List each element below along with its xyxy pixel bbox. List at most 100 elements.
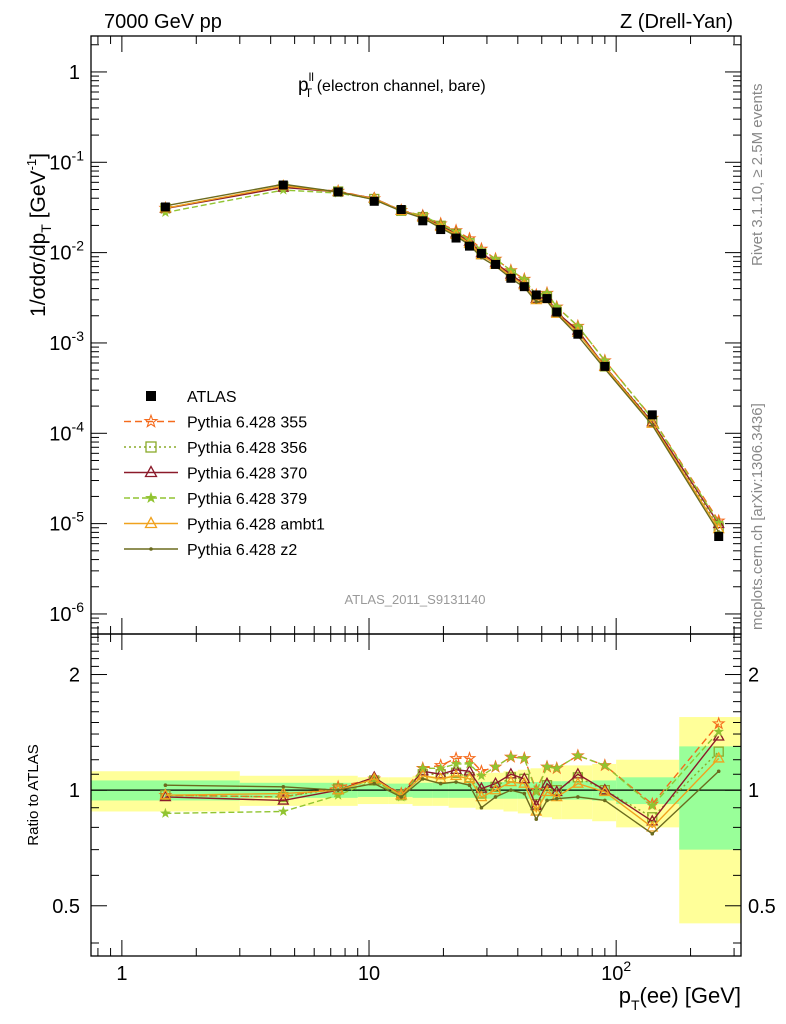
atlas-data-point (491, 259, 501, 269)
y-tick-labels: 10-6 10-5 10-4 10-3 10-2 10-1 1 0.5 0.5 1 1 2 2 (49, 62, 776, 918)
x-tick-label: 1 (116, 963, 127, 985)
ratio-series-marker (489, 776, 502, 788)
main-plot-title: pll T (electron channel, bare) (298, 70, 486, 100)
atlas-data-point (160, 202, 170, 212)
ratio-series-marker (505, 751, 517, 762)
header-process-label: Z (Drell-Yan) (620, 11, 733, 33)
ratio-series-marker (368, 774, 380, 785)
ratio-series-marker (534, 817, 539, 822)
legend: ATLAS Pythia 6.428 355 Pythia 6.428 356 Pyt… (124, 389, 325, 559)
main-y-tick-label: 10-4 (49, 418, 84, 445)
ratio-series-marker (475, 790, 488, 802)
inner-band-bin (679, 746, 741, 850)
ratio-series-marker (540, 785, 554, 797)
ratio-series-marker (159, 788, 172, 800)
ratio-series-marker (476, 770, 487, 781)
main-y-tick-label: 10-2 (49, 238, 84, 265)
ratio-y-tick-label: 2 (69, 665, 80, 687)
ratio-series-marker (434, 767, 447, 779)
ratio-series-marker (420, 777, 425, 781)
ratio-series-marker (518, 776, 531, 788)
ratio-y-tick-label: 0.5 (52, 896, 80, 918)
ratio-series-marker (450, 763, 463, 775)
ratio-series-marker (550, 785, 563, 797)
main-series-marker (435, 218, 447, 229)
x-tick-label: 102 (601, 958, 631, 985)
ratio-series-marker (277, 805, 289, 817)
atlas-data-point (714, 532, 724, 542)
legend-marker (149, 547, 153, 551)
ratio-series-marker (550, 790, 563, 802)
atlas-data-point (396, 205, 406, 215)
legend-marker (146, 391, 156, 401)
atlas-data-point (464, 241, 474, 251)
ratio-series-marker (464, 758, 475, 769)
ratio-y-tick-label-right: 2 (748, 665, 759, 687)
main-y-tick-label: 10-3 (49, 328, 84, 355)
main-series-marker (534, 299, 539, 304)
ratio-plot-frame (90, 633, 742, 957)
main-series-marker (572, 320, 584, 331)
atlas-data-point (542, 294, 552, 304)
ratio-series-marker (438, 781, 443, 786)
title-sub: T (305, 86, 313, 100)
atlas-data-point (506, 273, 516, 283)
ratio-series-marker (522, 791, 527, 796)
ratio-series-marker (518, 772, 531, 784)
main-y-tick-label: 1 (69, 62, 80, 84)
atlas-data-point (531, 290, 541, 300)
main-series-lines (158, 179, 726, 542)
atlas-data-point (552, 307, 562, 317)
main-series-marker (450, 226, 462, 237)
ratio-series-marker (598, 783, 611, 795)
legend-label: Pythia 6.428 370 (187, 466, 307, 483)
title-sup: ll (309, 70, 314, 84)
ratio-series-marker (336, 788, 340, 792)
atlas-data-point (436, 225, 446, 235)
legend-marker (143, 413, 159, 428)
ratio-series-marker (281, 785, 286, 789)
legend-marker (144, 465, 158, 478)
ratio-series-marker (463, 764, 476, 776)
ratio-series-marker (646, 800, 658, 811)
ratio-series-marker (646, 814, 659, 826)
ratio-series-marker (163, 783, 168, 788)
analysis-watermark: ATLAS_2011_S9131140 (345, 592, 486, 607)
main-series-marker (713, 517, 725, 528)
ratio-series-marker (545, 798, 549, 803)
ratio-series-marker (530, 786, 542, 797)
atlas-data-point (476, 248, 486, 258)
legend-label: Pythia 6.428 z2 (187, 542, 297, 559)
rivet-version-label: Rivet 3.1.10, ≥ 2.5M events (749, 84, 766, 267)
svg-text:1/σdσ/dpT [GeV-1]: 1/σdσ/dpT [GeV-1] (24, 153, 54, 317)
ratio-series-marker (541, 761, 553, 772)
ratio-y-axis-label: Ratio to ATLAS (25, 744, 42, 845)
ratio-series-marker (332, 789, 344, 800)
legend-label: Pythia 6.428 355 (187, 415, 307, 432)
ratio-series-line (165, 770, 720, 835)
ratio-series-marker (490, 761, 501, 772)
ratio-series-marker (450, 769, 463, 781)
ratio-y-tick-label: 1 (69, 780, 80, 802)
ratio-series-marker (551, 762, 563, 773)
atlas-data-point (278, 180, 288, 190)
main-y-tick-label: 10-5 (49, 509, 84, 536)
main-series-marker (599, 354, 611, 366)
ratio-series-marker (277, 793, 290, 805)
ratio-series-marker (530, 804, 543, 816)
ratio-series-marker (454, 780, 458, 784)
ratio-series-marker (713, 726, 725, 737)
ratio-series-marker (572, 749, 584, 761)
atlas-data-point (647, 410, 657, 420)
ratio-series-marker (277, 786, 290, 798)
legend-label: Pythia 6.428 379 (187, 491, 307, 508)
x-tick-labels: 1 10 102 (116, 958, 631, 985)
ratio-series-marker (571, 776, 584, 788)
legend-marker (145, 491, 157, 504)
main-series-marker (551, 301, 563, 312)
atlas-data-point (600, 361, 610, 371)
main-y-tick-label: 10-6 (49, 599, 84, 626)
atlas-data-point (369, 196, 379, 206)
ratio-series-marker (504, 775, 517, 787)
